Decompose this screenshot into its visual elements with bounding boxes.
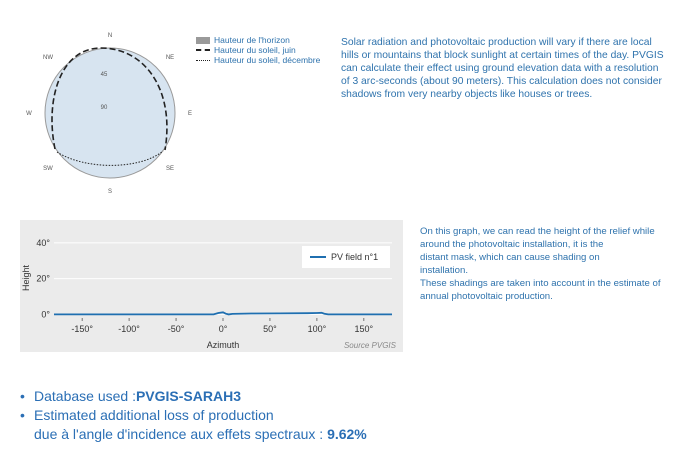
loss-label-line2: due à l'angle d'incidence aux effets spe… [34,426,328,442]
x-tick-label: -150° [71,324,93,334]
ring-label-90: 90 [101,105,108,111]
legend-box [302,246,390,268]
series-line [54,311,392,316]
legend-june-label: Hauteur du soleil, juin [214,45,296,55]
legend-series-label: PV field n°1 [331,252,378,262]
x-tick-label: 100° [308,324,327,334]
y-tick-label: 20° [36,274,50,284]
horizon-height-chart: 0° 20° 40° -150° -100° -50° 0° 50° 100° 150° Heig… [20,220,403,352]
bullet-dot: • [20,388,25,404]
compass-sw: SW [43,166,53,172]
loss-bullet: • Estimated additional loss of productio… [20,406,367,425]
graph-description-line: distant mask, which can cause shading on [420,252,600,263]
compass-se: SE [166,166,174,172]
compass-nw: NW [43,55,53,61]
chart-background [20,220,403,352]
loss-bullet-continuation: due à l'angle d'incidence aux effets spe… [20,425,367,444]
legend-fill-swatch [196,36,210,44]
database-bullet: • Database used : PVGIS-SARAH3 [20,387,367,406]
x-tick-label: -100° [118,324,140,334]
series-layer [54,311,392,316]
x-tick-label: -50° [168,324,185,334]
legend-dot-swatch [196,59,210,61]
legend-december-label: Hauteur du soleil, décembre [214,55,321,65]
legend-june: Hauteur du soleil, juin [196,45,320,55]
intro-paragraph: Solar radiation and photovoltaic product… [341,37,664,100]
horizon-polar-chart: N NE E SE S SW W NW 45 90 [26,33,192,195]
x-tick-label: 50° [263,324,277,334]
chart-legend: PV field n°1 [302,246,390,268]
tick-layer: 0° 20° 40° -150° -100° -50° 0° 50° 100° 150° [36,238,373,334]
compass-n: N [108,33,112,39]
y-tick-label: 40° [36,238,50,248]
y-tick-label: 0° [41,309,50,319]
graph-description-line: These shadings are taken into account in… [420,278,661,289]
sun-path-june [51,47,168,151]
x-tick-label: 150° [355,324,374,334]
compass-s: S [108,189,112,195]
database-label: Database used : [34,388,136,404]
horizon-legend: Hauteur de l'horizon Hauteur du soleil, … [196,35,320,65]
database-value: PVGIS-SARAH3 [135,388,241,404]
legend-dash-swatch [196,49,210,51]
compass-ne: NE [166,55,174,61]
graph-description: On this graph, we can read the height of… [420,225,670,303]
loss-label-line1: Estimated additional loss of production [34,407,274,423]
horizon-disc [44,47,176,179]
compass-e: E [188,111,192,117]
loss-value: 9.62% [327,426,367,442]
sun-path-december [56,150,164,166]
legend-december: Hauteur du soleil, décembre [196,55,320,65]
source-credit: Source PVGIS [344,341,397,350]
bullet-dot: • [20,407,25,423]
compass-w: W [26,111,32,117]
legend-horizon-label: Hauteur de l'horizon [214,35,290,45]
x-tick-label: 0° [219,324,228,334]
legend-horizon: Hauteur de l'horizon [196,35,320,45]
x-axis-label: Azimuth [207,340,240,350]
summary-bullets: • Database used : PVGIS-SARAH3 • Estimat… [20,387,367,444]
graph-description-line: around the photovoltaic installation, it… [420,239,604,250]
graph-description-line: On this graph, we can read the height of… [420,226,655,237]
y-axis-label: Height [21,264,31,291]
graph-description-line: annual photovoltaic production. [420,291,553,302]
ring-label-45: 45 [101,72,108,78]
graph-description-line: installation. [420,265,468,276]
